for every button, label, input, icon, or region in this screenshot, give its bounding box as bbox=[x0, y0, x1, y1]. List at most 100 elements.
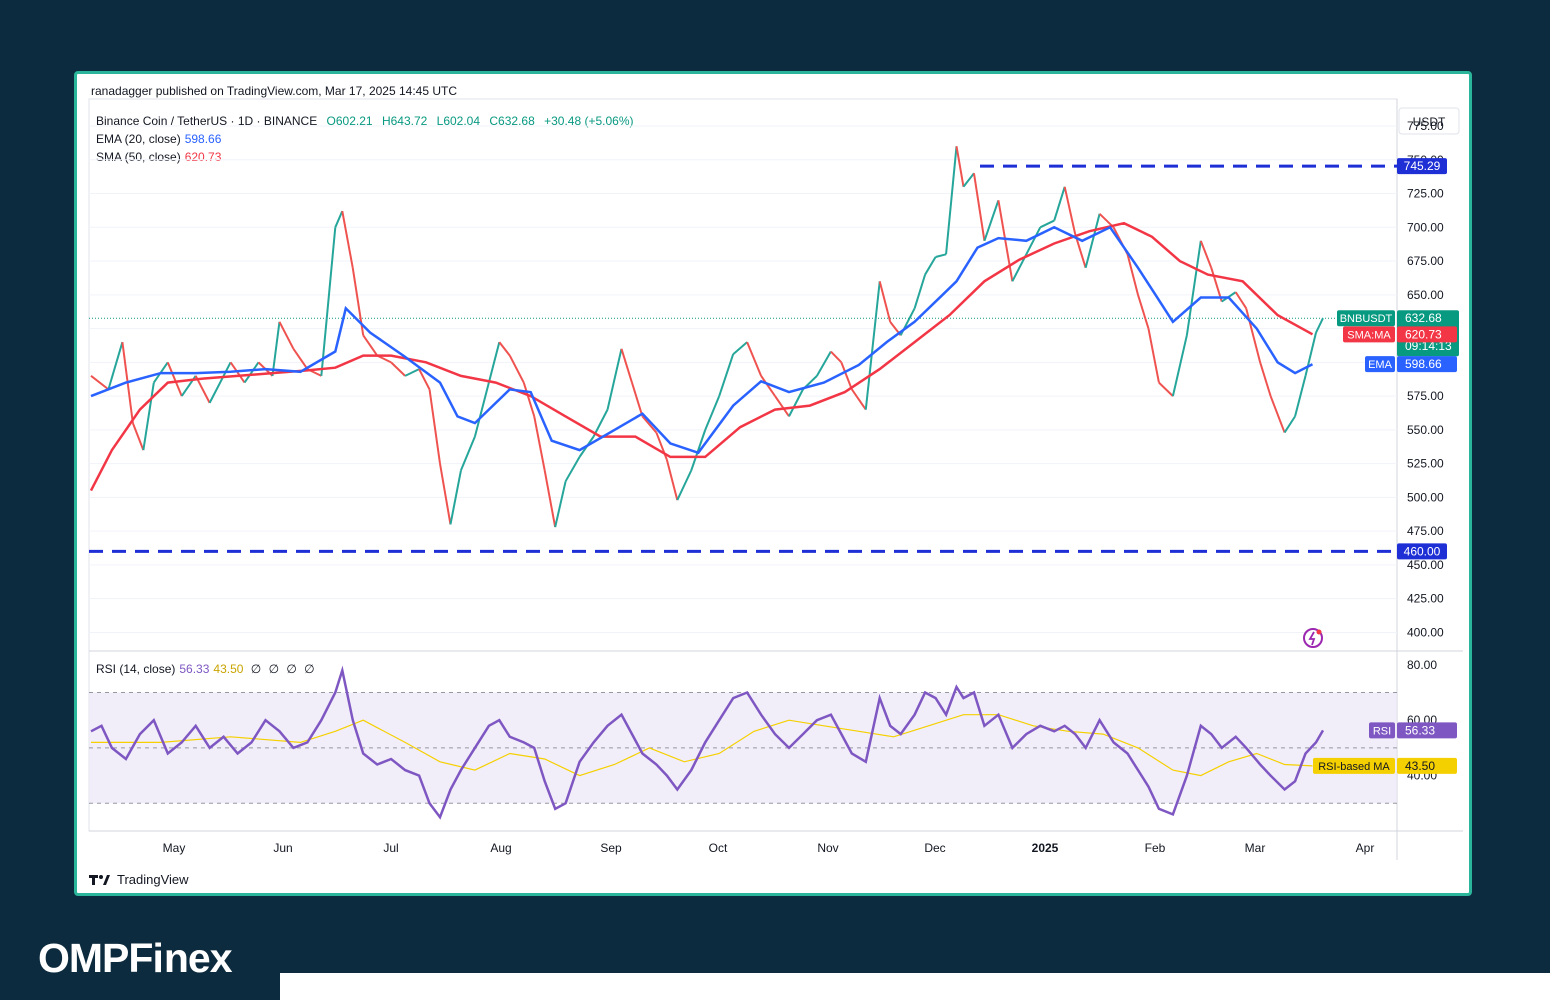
price-segment bbox=[90, 375, 110, 391]
ema-legend-label: EMA (20, close) bbox=[96, 132, 181, 146]
price-segment bbox=[208, 361, 232, 404]
price-segment bbox=[955, 146, 965, 187]
price-segment bbox=[107, 341, 124, 390]
price-segment bbox=[292, 348, 309, 370]
rsi-ma-legend-value: 43.50 bbox=[213, 662, 244, 676]
time-tick-label: 2025 bbox=[1032, 841, 1059, 855]
sma-legend: SMA (50, close) 620.73 bbox=[96, 150, 221, 164]
symbol-tag bbox=[1337, 310, 1395, 327]
ema-value-badge bbox=[1397, 356, 1457, 373]
price-segment bbox=[131, 422, 145, 451]
price-segment bbox=[878, 281, 892, 323]
price-segment bbox=[864, 281, 881, 410]
publisher-note: ranadagger published on TradingView.com,… bbox=[91, 84, 458, 98]
price-segment bbox=[1039, 219, 1055, 229]
price-segment bbox=[774, 395, 790, 417]
price-segment bbox=[850, 388, 867, 411]
price-segment bbox=[913, 274, 927, 309]
price-segment bbox=[1304, 332, 1317, 377]
level-badge bbox=[1397, 543, 1447, 560]
price-segment bbox=[166, 361, 183, 397]
rsi-legend: RSI (14, close) 56.33 43.50 ∅ ∅ ∅ ∅ bbox=[96, 662, 315, 676]
time-tick-label: Mar bbox=[1245, 841, 1266, 855]
chart-frame: ranadagger published on TradingView.com,… bbox=[74, 71, 1472, 896]
symbol-line: Binance Coin / TetherUS · 1D · BINANCE bbox=[96, 114, 318, 128]
time-tick-label: Nov bbox=[817, 841, 838, 855]
price-segment bbox=[543, 470, 557, 528]
time-tick-label: Sep bbox=[600, 841, 622, 855]
rsi-ma-value: 43.50 bbox=[1405, 759, 1435, 773]
price-segment bbox=[243, 361, 260, 384]
price-segment bbox=[418, 368, 431, 390]
rsi-tick-label: 80.00 bbox=[1407, 658, 1437, 672]
price-badge-countdown: 09:14:13 bbox=[1405, 339, 1452, 353]
time-tick-label: May bbox=[163, 841, 186, 855]
rsi-value: 56.33 bbox=[1405, 723, 1435, 737]
price-tick-label: 400.00 bbox=[1407, 625, 1444, 639]
price-segment bbox=[606, 348, 623, 410]
ema-line bbox=[90, 225, 1314, 455]
alert-icon-dot bbox=[1316, 629, 1322, 635]
price-segment bbox=[641, 415, 658, 434]
price-tick-label: 725.00 bbox=[1407, 187, 1444, 201]
price-tick-label: 500.00 bbox=[1407, 490, 1444, 504]
sma-tag-label: SMA:MA bbox=[1347, 329, 1391, 341]
price-segment bbox=[142, 382, 155, 451]
price-segment bbox=[1210, 267, 1223, 302]
level-badge-label: 460.00 bbox=[1404, 544, 1441, 558]
price-segment bbox=[983, 199, 1000, 242]
price-segment bbox=[1199, 240, 1213, 269]
ohlc-low: L602.04 bbox=[436, 114, 481, 128]
price-segment bbox=[676, 469, 693, 501]
price-segment bbox=[487, 341, 501, 383]
ohlc-change: +30.48 (+5.06%) bbox=[544, 114, 634, 128]
sma-value: 620.73 bbox=[1405, 327, 1442, 341]
price-segment bbox=[428, 389, 441, 464]
time-tick-label: Feb bbox=[1145, 841, 1166, 855]
brand-logo: OMPFinex bbox=[38, 935, 232, 981]
alert-icon-bolt bbox=[1308, 631, 1316, 646]
rsi-legend-label: RSI (14, close) bbox=[96, 662, 176, 676]
time-tick-label: Jul bbox=[383, 841, 398, 855]
price-segment bbox=[533, 416, 546, 471]
price-segment bbox=[1147, 328, 1160, 383]
price-segment bbox=[1294, 375, 1307, 417]
sma-line bbox=[89, 221, 1314, 492]
price-segment bbox=[630, 382, 644, 417]
price-segment bbox=[390, 361, 406, 377]
price-segment bbox=[522, 382, 536, 417]
price-segment bbox=[1269, 395, 1286, 433]
price-segment bbox=[508, 355, 525, 384]
rsi-extra-4: ∅ bbox=[304, 662, 315, 676]
time-tick-label: Aug bbox=[490, 841, 511, 855]
price-segment bbox=[1171, 335, 1188, 397]
price-segment bbox=[1283, 415, 1296, 434]
price-chart[interactable]: USDT775.00750.00725.00700.00675.00650.00… bbox=[77, 74, 1469, 893]
price-tick-label: 475.00 bbox=[1407, 524, 1444, 538]
price-segment bbox=[1063, 186, 1077, 235]
price-segment bbox=[690, 429, 707, 471]
ohlc-open: O602.21 bbox=[326, 114, 373, 128]
price-tick-label: 700.00 bbox=[1407, 220, 1444, 234]
sma-legend-label: SMA (50, close) bbox=[96, 150, 181, 164]
rsi-value-badge bbox=[1397, 722, 1457, 739]
rsi-tag-label: RSI bbox=[1373, 725, 1391, 737]
time-tick-label: Dec bbox=[924, 841, 945, 855]
rsi-ma-tag bbox=[1313, 757, 1395, 774]
price-segment bbox=[362, 334, 379, 357]
price-segment bbox=[1315, 317, 1324, 334]
ohlc-high: H643.72 bbox=[381, 114, 428, 128]
price-segment bbox=[1084, 213, 1101, 269]
rsi-line bbox=[90, 665, 1325, 820]
price-segment bbox=[1234, 291, 1248, 309]
rsi-tag bbox=[1369, 722, 1395, 739]
price-segment bbox=[704, 395, 721, 431]
price-tick-label: 425.00 bbox=[1407, 592, 1444, 606]
ema-legend: EMA (20, close) 598.66 bbox=[96, 132, 221, 146]
price-segment bbox=[1245, 308, 1262, 363]
price-segment bbox=[334, 210, 344, 228]
price-segment bbox=[341, 210, 354, 268]
price-segment bbox=[718, 353, 735, 397]
price-segment bbox=[840, 361, 853, 390]
price-segment bbox=[564, 456, 581, 482]
